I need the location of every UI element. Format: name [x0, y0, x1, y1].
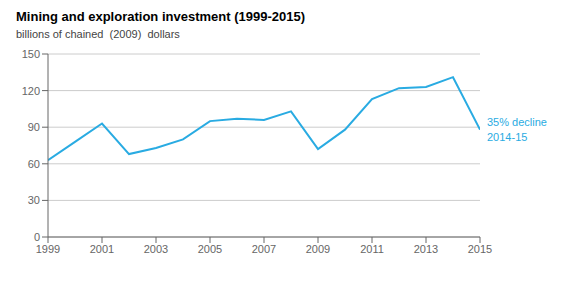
svg-text:150: 150: [22, 48, 40, 60]
svg-text:60: 60: [28, 158, 40, 170]
svg-text:2003: 2003: [144, 243, 168, 255]
svg-text:2005: 2005: [198, 243, 222, 255]
html-text:Mining and exploration investm: Mining and exploration investment (1999-…: [16, 9, 305, 24]
svg-text:2015: 2015: [468, 243, 492, 255]
html-text:billions of chained (2009) dol: billions of chained (2009) dollars: [16, 28, 180, 40]
svg-text:2011: 2011: [360, 243, 384, 255]
svg-text:35% decline2014-15: 35% decline2014-15: [487, 116, 547, 143]
svg-text:120: 120: [22, 85, 40, 97]
svg-text:1999: 1999: [36, 243, 60, 255]
svg-text:90: 90: [28, 121, 40, 133]
svg-text:2013: 2013: [414, 243, 438, 255]
svg-text:0: 0: [34, 231, 40, 243]
svg-text:2007: 2007: [252, 243, 276, 255]
svg-text:30: 30: [28, 194, 40, 206]
svg-text:2001: 2001: [90, 243, 114, 255]
svg-text:2009: 2009: [306, 243, 330, 255]
